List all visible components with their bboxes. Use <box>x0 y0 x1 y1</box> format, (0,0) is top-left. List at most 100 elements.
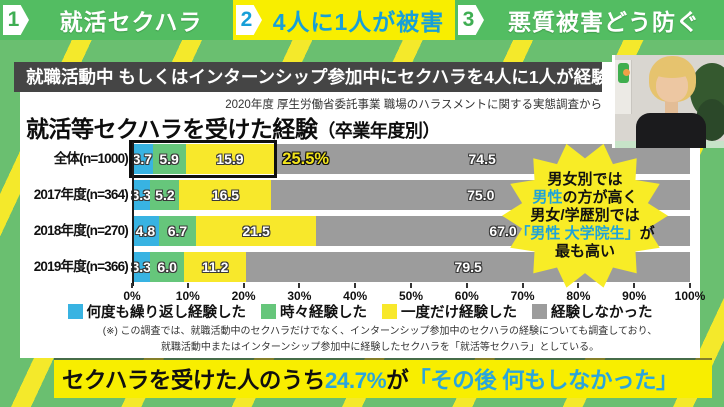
bar-track: 3.7 5.9 15.9 74.5 25.5% <box>129 140 690 178</box>
banner-text-part: が <box>386 368 409 393</box>
banner-text-part: 「その後 何もしなかった」 <box>408 368 678 393</box>
ticker-number-badge: 1 <box>3 5 29 35</box>
studio-monitor <box>615 60 632 114</box>
bar-value: 5.9 <box>159 151 179 167</box>
axis-ticks: 0% 10% 20% 30% 40% 50% 60% 70% 80% 90% 100% <box>123 283 705 304</box>
callout-text-part: 男性 <box>532 189 563 206</box>
bar-value: 16.5 <box>211 187 240 203</box>
bar-segment: 6.7 <box>158 216 197 246</box>
bar-value: 11.2 <box>201 259 229 275</box>
bar-value: 74.5 <box>468 151 496 167</box>
bar-segment: 3.3 <box>131 252 151 282</box>
bar-value: 3.3 <box>131 259 151 275</box>
callout-text-part: 「男性 大学院生」 <box>515 225 640 242</box>
callout-line: 男女/学歴別では <box>530 207 639 225</box>
row-label: 全体(n=1000) <box>53 151 129 166</box>
ticker-number-badge: 3 <box>458 5 484 35</box>
axis-tick-mark <box>186 283 189 288</box>
bar-segment: 16.5 <box>179 180 272 210</box>
starburst-shape <box>502 143 668 288</box>
legend-item: 一度だけ経験した <box>382 301 517 322</box>
bar-segment: 6.0 <box>150 252 184 282</box>
studio-monitor-dot <box>623 69 630 76</box>
axis-tick-label: 0% <box>123 289 141 303</box>
starburst-callout: 男女別では 男性の方が高く 男女/学歴別では 「男性 大学院生」が 最も高い <box>500 140 670 290</box>
legend-swatch-icon <box>261 304 276 319</box>
axis-tick-mark <box>633 283 636 288</box>
bar-value: 5.2 <box>155 187 175 203</box>
axis-tick-label: 40% <box>343 289 368 303</box>
callout-text: 男女別では 男性の方が高く 男女/学歴別では 「男性 大学院生」が 最も高い <box>500 140 670 290</box>
legend-label: 何度も繰り返し経験した <box>86 305 247 321</box>
bar-segment: 3.3 <box>131 180 151 210</box>
legend-swatch-icon <box>382 304 397 319</box>
axis-tick-mark <box>521 283 524 288</box>
legend-label: 経験しなかった <box>551 305 653 321</box>
callout-text-part: が <box>639 225 655 242</box>
callout-line: 「男性 大学院生」が <box>515 225 654 243</box>
bar-value: 3.3 <box>131 187 151 203</box>
axis-tick-label: 90% <box>622 289 647 303</box>
ticker-number: 2 <box>240 8 253 31</box>
legend-item: 時々経験した <box>261 301 367 322</box>
ticker-item-1: 1 就活セクハラ <box>0 0 233 40</box>
bar-value: 67.0 <box>489 223 517 239</box>
ticker-label: 就活セクハラ <box>59 9 203 35</box>
bar-segment: 15.9 <box>185 144 275 174</box>
headline-bar: 就職活動中 もしくはインターンシップ参加中にセクハラを4人に1人が経験 <box>14 62 609 92</box>
bottom-banner: セクハラを受けた人のうち24.7%が「その後 何もしなかった」 <box>54 360 712 398</box>
data-source-caption: 2020年度 厚生労働省委託事業 職場のハラスメントに関する実態調査から <box>225 99 602 111</box>
axis-tick-mark <box>465 283 468 288</box>
legend-swatch-icon <box>67 304 83 319</box>
axis-tick-mark <box>298 283 301 288</box>
chart-row: 全体(n=1000) 3.7 5.9 15.9 74.5 25.5% <box>20 140 690 178</box>
banner-text: セクハラを受けた人のうち24.7%が「その後 何もしなかった」 <box>62 363 678 395</box>
axis-tick-label: 50% <box>398 289 424 303</box>
ticker-number: 1 <box>7 8 20 31</box>
ticker-number-badge: 2 <box>236 5 262 35</box>
ticker-label: 悪質被害どう防ぐ <box>508 9 700 35</box>
y-axis-line <box>132 142 134 286</box>
note-line: (※) この調査では、就職活動中のセクハラだけでなく、インターンシップ参加中のセ… <box>102 326 658 337</box>
bar-value: 21.5 <box>242 223 270 239</box>
bar-value: 75.0 <box>467 187 495 203</box>
chart-legend: 何度も繰り返し経験した 時々経験した 一度だけ経験した 経験しなかった <box>20 301 700 322</box>
callout-line: 男性の方が高く <box>532 189 637 207</box>
bar-segment: 21.5 <box>196 216 317 246</box>
callout-text-part: 最も高い <box>554 243 615 260</box>
legend-item: 経験しなかった <box>532 301 653 322</box>
bar-value: 79.5 <box>454 259 482 275</box>
note: (※) この調査では、就職活動中のセクハラだけでなく、インターンシップ参加中のセ… <box>75 324 685 356</box>
panelist-neck <box>665 97 678 117</box>
row-label: 2017年度(n=364) <box>33 187 129 202</box>
highlight-label: 25.5% <box>282 150 330 168</box>
panelist-video-inset <box>612 55 724 148</box>
axis-tick-label: 10% <box>175 289 200 303</box>
chart-title: 就活等セクハラを受けた経験（卒業年度別） <box>26 110 440 144</box>
ticker-label: 4人に1人が被害 <box>272 9 445 35</box>
bar-segment: 4.8 <box>132 216 159 246</box>
legend-label: 時々経験した <box>280 305 367 321</box>
bar-value: 4.8 <box>135 223 156 239</box>
axis-tick-mark <box>242 283 245 288</box>
panelist-body <box>636 113 706 148</box>
axis-tick-label: 60% <box>454 289 479 303</box>
axis-tick-label: 80% <box>566 289 591 303</box>
row-label: 2018年度(n=270) <box>33 223 129 238</box>
panelist-fringe <box>652 65 692 78</box>
axis-tick-label: 20% <box>231 289 256 303</box>
legend-item: 何度も繰り返し経験した <box>67 301 247 322</box>
bar-value: 6.0 <box>157 259 177 275</box>
axis-tick-mark <box>577 283 580 288</box>
banner-text-part: 24.7% <box>324 368 387 393</box>
callout-text-part: の方が高く <box>562 189 638 206</box>
axis-tick-mark <box>131 283 133 288</box>
bar-segment: 3.7 <box>132 144 153 174</box>
chart-title-main: 就活等セクハラを受けた経験 <box>26 116 318 142</box>
bar-value: 3.7 <box>132 151 153 167</box>
axis-tick-mark <box>354 283 357 288</box>
axis-tick-mark <box>410 283 412 288</box>
chart-title-suffix: （卒業年度別） <box>317 121 440 141</box>
axis-tick-label: 100% <box>674 289 706 303</box>
note-line: 就職活動中またはインターンシップ参加中に経験したセクハラを「就活等セクハラ」とし… <box>160 342 600 353</box>
